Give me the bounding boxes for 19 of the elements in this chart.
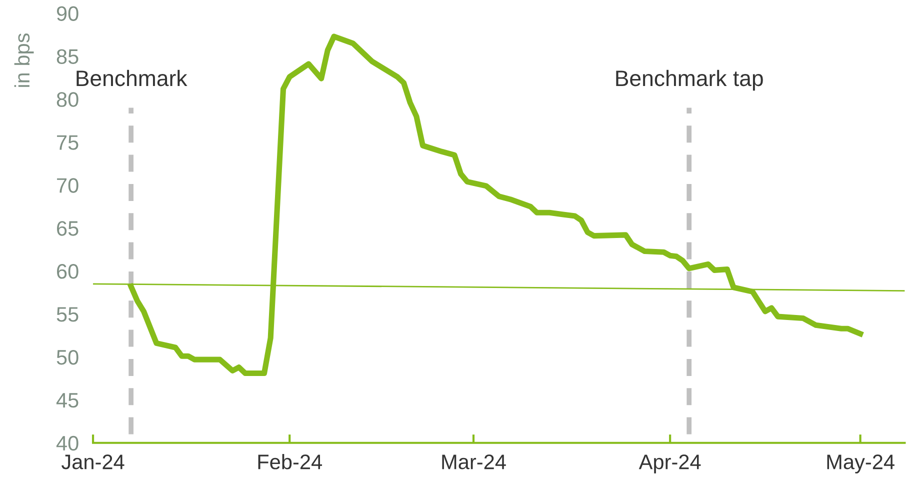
x-tick-label: Jan-24 <box>62 454 124 470</box>
y-axis-title: in bps <box>14 33 34 87</box>
y-tick-label: 65 <box>57 221 78 236</box>
ref-line-label: Benchmark <box>76 70 188 86</box>
y-tick-label: 40 <box>56 436 78 451</box>
x-tick-label: May-24 <box>827 454 894 474</box>
y-tick-label: 45 <box>56 393 78 408</box>
y-tick-label: 90 <box>56 6 78 22</box>
y-tick-label: 50 <box>56 350 78 365</box>
x-tick-label: Feb-24 <box>258 454 322 470</box>
ref-line-label: Benchmark tap <box>616 70 763 91</box>
y-tick-label: 80 <box>56 92 78 107</box>
y-tick-label: 85 <box>56 49 78 64</box>
y-tick-label: 60 <box>57 264 78 279</box>
x-tick-label: Mar-24 <box>442 454 506 470</box>
y-tick-label: 75 <box>57 135 78 150</box>
y-tick-label: 70 <box>57 178 78 193</box>
x-tick-label: Apr-24 <box>638 454 701 474</box>
y-tick-label: 55 <box>56 307 78 322</box>
